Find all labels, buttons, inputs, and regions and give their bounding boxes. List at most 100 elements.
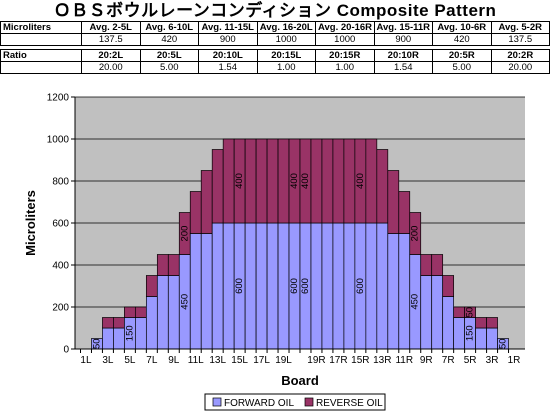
y-axis-title: Microliters — [23, 190, 38, 256]
ratio-value-row: 20.00 5.00 1.54 1.00 1.00 1.54 5.00 20.0… — [0, 61, 550, 74]
bar-forward-oil-11R — [398, 233, 411, 350]
data-label-20R: 600 — [300, 278, 311, 294]
bar-reverse-oil-17L — [255, 138, 268, 224]
bar-reverse-oil-6R — [453, 306, 465, 318]
data-label-2R: 50 — [498, 338, 509, 349]
bar-forward-oil-17L — [255, 222, 268, 350]
y-tick-label: 0 — [63, 345, 69, 356]
empty-cell — [0, 61, 82, 74]
data-label-15L: 400 — [234, 173, 245, 189]
x-tick-label: 13L — [209, 355, 226, 366]
bar-reverse-oil-13L — [211, 149, 224, 224]
x-tick-label: 5L — [124, 355, 136, 366]
bar-forward-oil-18L — [266, 222, 279, 350]
bar-forward-oil-3L — [102, 327, 114, 350]
x-tick-label: 15R — [351, 355, 369, 366]
x-tick-label: 7R — [442, 355, 455, 366]
ratio-value: 20.00 — [81, 61, 141, 74]
bar-reverse-oil-10R — [409, 212, 422, 255]
data-label-10R: 450 — [410, 294, 421, 310]
bar-reverse-oil-19R — [310, 138, 323, 224]
y-tick-label: 800 — [52, 177, 69, 188]
bar-forward-oil-9L — [167, 275, 180, 350]
bar-forward-oil-18R — [321, 222, 334, 350]
x-tick-label: 15L — [231, 355, 248, 366]
bar-forward-oil-12L — [200, 233, 213, 350]
x-tick-label: 11L — [188, 355, 204, 366]
data-label-10L: 200 — [179, 226, 190, 242]
bar-reverse-oil-5L — [124, 306, 136, 318]
bar-forward-oil-3R — [486, 327, 498, 350]
x-tick-label: 5R — [464, 355, 477, 366]
bar-forward-oil-6R — [453, 317, 465, 350]
ratio-value: 20.00 — [490, 61, 550, 74]
x-tick-label: 19L — [275, 355, 292, 366]
bar-forward-oil-16R — [343, 222, 356, 350]
x-tick-label: 1L — [80, 355, 92, 366]
legend-label-reverse-oil: REVERSE OIL — [316, 398, 383, 409]
data-label-10R: 200 — [410, 226, 421, 242]
data-label-5R: 50 — [465, 307, 476, 318]
data-label-10L: 450 — [179, 294, 190, 310]
bar-reverse-oil-11L — [189, 191, 202, 234]
bar-reverse-oil-12L — [200, 170, 213, 234]
x-tick-label: 7L — [146, 355, 158, 366]
y-tick-label: 600 — [52, 219, 69, 230]
pattern-summary-table: Microliters Avg. 2-5L Avg. 6-10L Avg. 11… — [0, 21, 550, 74]
bar-forward-oil-11L — [189, 233, 202, 350]
bar-forward-oil-13L — [211, 222, 224, 350]
data-label-15L: 600 — [234, 278, 245, 294]
y-tick-label: 1200 — [47, 93, 70, 104]
axes: 0 200 400 600 800 1000 1200 1L 3L 5L 7L 9L 11L 13L 15L… — [47, 93, 525, 366]
x-tick-label: 9R — [420, 355, 433, 366]
bar-reverse-oil-12R — [387, 170, 400, 234]
bar-reverse-oil-16L — [244, 138, 257, 224]
bar-forward-oil-8R — [431, 275, 444, 350]
data-label-20L: 400 — [289, 173, 300, 189]
x-tick-label: 3L — [102, 355, 114, 366]
x-tick-label: 1R — [508, 355, 521, 366]
data-label-5L: 150 — [124, 325, 135, 341]
bar-reverse-oil-8R — [431, 254, 444, 276]
bar-reverse-oil-4L — [113, 317, 125, 329]
bar-reverse-oil-3L — [102, 317, 114, 329]
legend-label-forward-oil: FORWARD OIL — [224, 398, 294, 409]
page-title: ＯＢＳボウルレーンコンディション Composite Pattern — [53, 1, 497, 20]
data-label-2L: 50 — [91, 338, 102, 349]
data-label-20R: 400 — [300, 173, 311, 189]
bar-forward-oil-14R — [365, 222, 378, 350]
bar-marks — [91, 138, 509, 350]
bar-forward-oil-6L — [135, 317, 147, 350]
bar-forward-oil-19R — [310, 222, 323, 350]
y-tick-label: 200 — [52, 303, 69, 314]
data-label-20L: 600 — [289, 278, 300, 294]
x-axis-title: Board — [281, 373, 319, 388]
bar-reverse-oil-18R — [321, 138, 334, 224]
bar-forward-oil-14L — [222, 222, 235, 350]
bar-forward-oil-4R — [475, 327, 487, 350]
bar-forward-oil-8L — [156, 275, 169, 350]
legend-swatch-forward-oil — [212, 397, 222, 407]
bar-forward-oil-7R — [442, 296, 455, 350]
bar-reverse-oil-5R — [464, 306, 476, 318]
bar-reverse-oil-3R — [486, 317, 498, 329]
bar-reverse-oil-13R — [376, 149, 389, 224]
bar-reverse-oil-14R — [365, 138, 378, 224]
x-tick-label: 11R — [395, 355, 413, 366]
bar-reverse-oil-16R — [343, 138, 356, 224]
bar-forward-oil-13R — [376, 222, 389, 350]
bar-forward-oil-19L — [277, 222, 290, 350]
bar-forward-oil-7L — [145, 296, 158, 350]
data-label-5R: 150 — [465, 325, 476, 341]
bar-forward-oil-12R — [387, 233, 400, 350]
bar-reverse-oil-14L — [222, 138, 235, 224]
ratio-value: 1.54 — [373, 61, 433, 74]
y-tick-label: 400 — [52, 261, 69, 272]
bar-forward-oil-9R — [420, 275, 433, 350]
y-tick-label: 1000 — [47, 135, 70, 146]
legend-box — [204, 393, 386, 411]
data-labels: 50 150 450 200 600 400 600 400 600 400 600 400 450 20… — [91, 173, 508, 349]
legend-swatch-reverse-oil — [304, 397, 314, 407]
data-label-15R: 400 — [355, 173, 366, 189]
